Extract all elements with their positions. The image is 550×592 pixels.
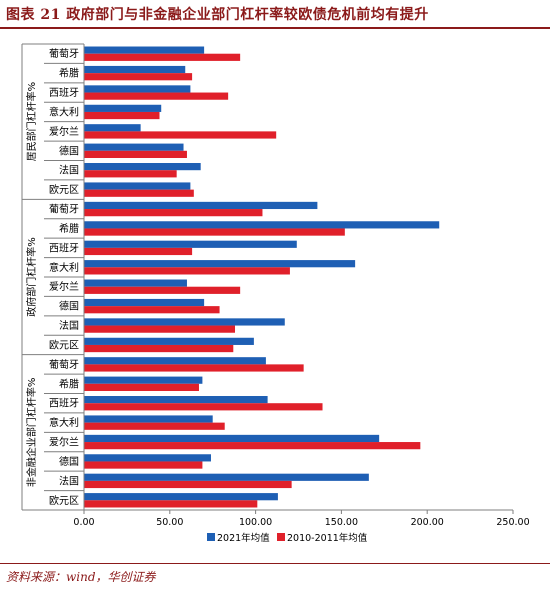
bar [84, 454, 211, 462]
category-label: 法国 [59, 164, 79, 177]
x-tick-label: 250.00 [496, 517, 529, 528]
bar [84, 357, 266, 365]
bar [84, 240, 297, 248]
bar [84, 325, 236, 333]
bar [84, 376, 203, 384]
legend-swatch [277, 533, 285, 541]
x-tick-label: 100.00 [239, 517, 272, 528]
bar [84, 53, 241, 61]
category-label: 西班牙 [49, 398, 79, 410]
bar [84, 480, 292, 489]
group-label: 非金融企业部门杠杆率% [25, 378, 38, 488]
category-label: 欧元区 [49, 339, 79, 351]
category-label: 希腊 [59, 67, 79, 80]
bar [84, 221, 440, 229]
bar [84, 228, 345, 236]
bar [84, 150, 187, 158]
category-label: 西班牙 [49, 87, 79, 99]
category-label: 法国 [59, 474, 79, 487]
category-label: 爱尔兰 [49, 125, 79, 138]
bar [84, 473, 369, 481]
category-label: 意大利 [49, 261, 79, 274]
bar [84, 279, 187, 287]
bar [84, 493, 278, 501]
category-label: 葡萄牙 [49, 203, 79, 216]
title-bar: 图表 21 政府部门与非金融企业部门杠杆率较欧债危机前均有提升 [0, 0, 550, 30]
title-rule [0, 27, 550, 29]
x-tick-label: 0.00 [73, 517, 94, 528]
bar [84, 434, 380, 443]
bar [84, 396, 268, 404]
category-label: 意大利 [49, 416, 79, 429]
bar [84, 403, 323, 411]
bar [84, 364, 304, 372]
category-label: 意大利 [49, 105, 79, 118]
category-label: 德国 [59, 300, 79, 313]
bar [84, 182, 191, 190]
bar [84, 85, 191, 93]
bar [84, 267, 290, 275]
bar [84, 298, 205, 307]
x-tick-label: 150.00 [325, 517, 358, 528]
bar [84, 124, 141, 132]
bar [84, 383, 199, 391]
bar [84, 131, 277, 139]
bar [84, 422, 225, 430]
bar [84, 306, 220, 314]
bar [84, 189, 194, 197]
source-rule [0, 563, 550, 564]
legend-swatch [207, 533, 215, 541]
bar [84, 415, 213, 423]
bar [84, 247, 193, 256]
bar [84, 500, 258, 508]
bar [84, 318, 285, 326]
category-label: 欧元区 [49, 184, 79, 196]
bar [84, 111, 160, 120]
source-note: 资料来源：wind，华创证券 [6, 570, 156, 584]
category-label: 德国 [59, 144, 79, 157]
category-label: 葡萄牙 [49, 358, 79, 371]
bar [84, 163, 201, 171]
category-label: 德国 [59, 455, 79, 468]
group-label: 居民部门杠杆率% [25, 82, 38, 162]
legend-label: 2010-2011年均值 [287, 532, 368, 544]
category-label: 爱尔兰 [49, 280, 79, 293]
bar-chart: 居民部门杠杆率%葡萄牙希腊西班牙意大利爱尔兰德国法国欧元区政府部门杠杆率%葡萄牙… [21, 43, 530, 544]
legend-label: 2021年均值 [217, 532, 270, 544]
bar [84, 337, 254, 345]
chart-title: 图表 21 政府部门与非金融企业部门杠杆率较欧债危机前均有提升 [6, 7, 429, 23]
category-label: 希腊 [59, 222, 79, 235]
bar [84, 143, 184, 151]
x-tick-label: 200.00 [411, 517, 444, 528]
category-label: 葡萄牙 [49, 47, 79, 60]
bar [84, 442, 421, 450]
bar [84, 286, 241, 294]
bar [84, 260, 356, 268]
bar [84, 209, 263, 217]
bar [84, 170, 177, 178]
bar [84, 201, 318, 210]
bar [84, 46, 205, 54]
bar [84, 73, 193, 81]
category-label: 爱尔兰 [49, 436, 79, 449]
bar [84, 344, 234, 353]
bar [84, 92, 229, 100]
x-tick-label: 50.00 [156, 517, 183, 528]
category-label: 西班牙 [49, 242, 79, 254]
category-label: 希腊 [59, 377, 79, 390]
category-label: 法国 [59, 319, 79, 332]
bar [84, 104, 162, 112]
bar [84, 461, 203, 469]
bar [84, 65, 186, 74]
group-label: 政府部门杠杆率% [25, 237, 38, 317]
category-label: 欧元区 [49, 495, 79, 507]
